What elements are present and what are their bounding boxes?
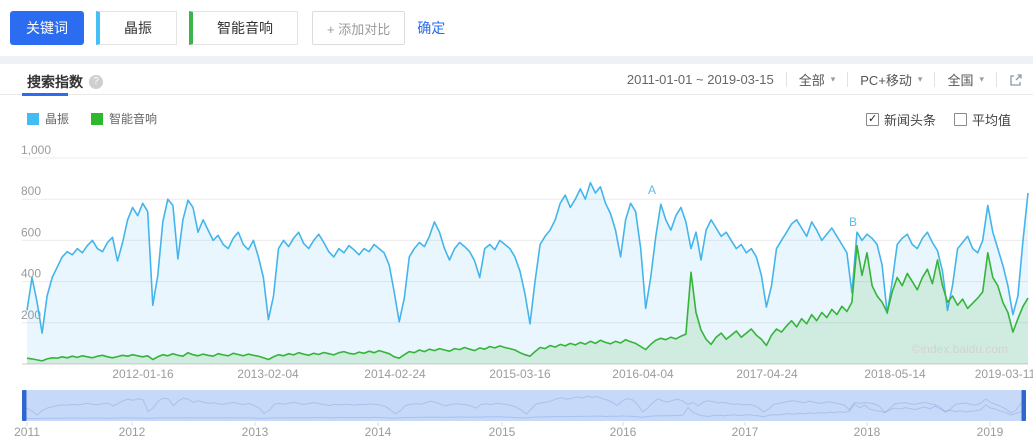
external-link-icon[interactable]: [1009, 73, 1023, 87]
y-axis-tick: 400: [21, 267, 41, 281]
filter-all-label: 全部: [798, 73, 825, 88]
chart-options: 新闻头条 平均值: [848, 110, 1011, 129]
series-area-0: [27, 182, 1028, 364]
tab-search-index[interactable]: 搜索指数 ?: [27, 72, 103, 92]
slider-handle-right[interactable]: [1021, 390, 1027, 421]
legend-item-jingzhen[interactable]: 晶振: [27, 110, 69, 127]
panel-header: 搜索指数 ? 2011-01-01 ~ 2019-03-15 全部 ▾ PC+移…: [0, 64, 1033, 96]
checkbox-icon: [865, 112, 879, 126]
slider-year-label[interactable]: 2013: [242, 425, 269, 439]
slider-handle-left[interactable]: [22, 390, 27, 421]
keyword-tag-smart-speaker[interactable]: 智能音响: [189, 11, 298, 45]
checkbox-label: 新闻头条: [883, 113, 936, 128]
legend-label: 晶振: [45, 112, 70, 126]
filter-device-dropdown[interactable]: PC+移动 ▾: [860, 70, 922, 89]
x-axis-tick: 2013-02-04: [237, 367, 299, 381]
y-axis-tick: 1,000: [21, 143, 51, 157]
filter-region-dropdown[interactable]: 全国 ▾: [947, 70, 984, 89]
series-line-0[interactable]: [26, 181, 1029, 334]
x-axis-tick: 2019-03-11: [975, 367, 1033, 381]
divider: [847, 72, 849, 87]
chart-legend: 晶振 智能音响: [27, 110, 179, 127]
slider-year-label[interactable]: 2017: [732, 425, 759, 439]
slider-year-label[interactable]: 2012: [119, 425, 146, 439]
x-axis-tick: 2015-03-16: [489, 367, 551, 381]
divider: [934, 72, 936, 87]
x-axis-tick: 2012-01-16: [112, 367, 174, 381]
x-axis-tick: 2017-04-24: [736, 367, 798, 381]
slider-year-label[interactable]: 2016: [610, 425, 637, 439]
y-axis-tick: 800: [21, 184, 41, 198]
x-axis-tick: 2014-02-24: [364, 367, 426, 381]
slider-track[interactable]: [22, 390, 1026, 421]
x-axis-tick: 2018-05-14: [864, 367, 926, 381]
filter-region-label: 全国: [947, 73, 974, 88]
keyword-toolbar: 关键词 晶振 智能音响 + 添加对比 确定: [0, 0, 1033, 56]
filter-all-dropdown[interactable]: 全部 ▾: [799, 70, 836, 89]
checkbox-average[interactable]: 平均值: [953, 110, 1011, 129]
confirm-link[interactable]: 确定: [417, 20, 446, 36]
divider: [785, 72, 787, 87]
checkbox-icon: [953, 113, 967, 126]
search-index-panel: 搜索指数 ? 2011-01-01 ~ 2019-03-15 全部 ▾ PC+移…: [0, 64, 1033, 442]
panel-title: 搜索指数: [27, 74, 83, 90]
keyword-tag-label: 智能音响: [217, 20, 273, 36]
annotation-A: A: [648, 183, 656, 197]
chevron-down-icon: ▾: [979, 74, 984, 84]
divider: [996, 72, 997, 87]
help-icon[interactable]: ?: [89, 75, 103, 89]
slider-year-label[interactable]: 2018: [854, 425, 881, 439]
slider-preview-0: [21, 395, 1027, 416]
y-axis-tick: 600: [21, 225, 41, 239]
series-area-1: [27, 245, 1028, 364]
legend-swatch-green: [91, 112, 104, 125]
active-tab-indicator: [22, 93, 68, 96]
checkbox-news-headlines[interactable]: 新闻头条: [865, 110, 936, 129]
slider-year-label[interactable]: 2019: [977, 425, 1004, 439]
chevron-down-icon: ▾: [917, 74, 923, 84]
keyword-button[interactable]: 关键词: [10, 11, 84, 45]
legend-label: 智能音响: [109, 112, 158, 126]
slider-preview-1: [21, 403, 1027, 420]
y-axis-tick: 200: [21, 308, 41, 322]
checkbox-label: 平均值: [971, 113, 1011, 128]
add-compare-button[interactable]: + 添加对比: [312, 11, 406, 45]
legend-item-smart-speaker[interactable]: 智能音响: [91, 110, 157, 127]
chart-controls: 2011-01-01 ~ 2019-03-15 全部 ▾ PC+移动 ▾ 全国 …: [627, 70, 1023, 89]
date-range-picker[interactable]: 2011-01-01 ~ 2019-03-15: [626, 72, 774, 87]
filter-device-label: PC+移动: [860, 73, 912, 88]
keyword-tag-jingzhen[interactable]: 晶振: [96, 11, 177, 45]
slider-year-label[interactable]: 2014: [365, 425, 392, 439]
x-axis-tick: 2016-04-04: [612, 367, 674, 381]
annotation-B: B: [849, 215, 857, 229]
slider-year-label[interactable]: 2011: [14, 425, 40, 439]
legend-swatch-blue: [27, 112, 39, 125]
chevron-down-icon: ▾: [830, 74, 836, 84]
keyword-tag-label: 晶振: [124, 20, 152, 36]
watermark: ©index.baidu.com: [912, 342, 1008, 356]
series-line-1[interactable]: [26, 244, 1029, 362]
slider-year-label[interactable]: 2015: [489, 425, 516, 439]
